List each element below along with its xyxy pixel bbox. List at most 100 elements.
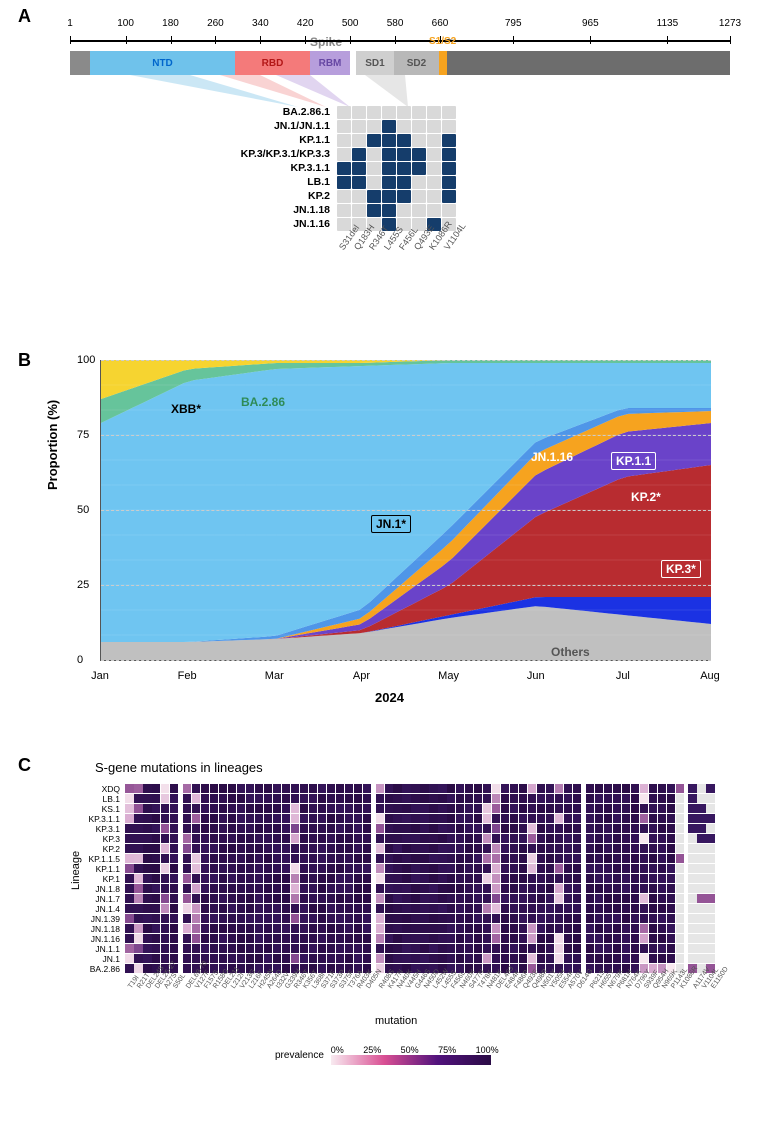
hm-cell bbox=[420, 834, 428, 843]
matrix-cell bbox=[367, 120, 381, 133]
hm-cell bbox=[152, 874, 160, 883]
hm-cell bbox=[622, 934, 630, 943]
hm-cell bbox=[688, 874, 696, 883]
hm-cell bbox=[309, 814, 317, 823]
hm-cell bbox=[291, 784, 299, 793]
hm-cell bbox=[649, 844, 657, 853]
hm-cell bbox=[170, 844, 178, 853]
hm-cell bbox=[465, 904, 473, 913]
matrix-cell bbox=[352, 204, 366, 217]
hm-cell bbox=[161, 814, 169, 823]
hm-cell bbox=[134, 924, 142, 933]
hm-cell bbox=[546, 854, 554, 863]
hm-cell bbox=[492, 924, 500, 933]
hm-cell bbox=[264, 784, 272, 793]
hm-cell bbox=[546, 904, 554, 913]
hm-cell bbox=[622, 884, 630, 893]
hm-cell bbox=[555, 944, 563, 953]
hm-cell bbox=[170, 864, 178, 873]
hm-cell bbox=[345, 954, 353, 963]
variant-label: JN.1/JN.1.1 bbox=[170, 120, 330, 132]
hm-cell bbox=[255, 894, 263, 903]
hm-cell bbox=[264, 954, 272, 963]
hm-cell bbox=[291, 824, 299, 833]
hm-cell bbox=[402, 894, 410, 903]
matrix-cell bbox=[382, 134, 396, 147]
hm-cell bbox=[429, 894, 437, 903]
hm-cell bbox=[501, 824, 509, 833]
hm-cell bbox=[152, 924, 160, 933]
hm-cell bbox=[143, 874, 151, 883]
hm-cell bbox=[143, 884, 151, 893]
matrix-cell bbox=[397, 148, 411, 161]
hm-cell bbox=[519, 814, 527, 823]
hm-cell bbox=[706, 924, 714, 933]
matrix-cell bbox=[397, 162, 411, 175]
hm-cell bbox=[667, 854, 675, 863]
hm-cell bbox=[586, 864, 594, 873]
hm-cell bbox=[676, 944, 684, 953]
hm-cell bbox=[429, 904, 437, 913]
hm-cell bbox=[170, 784, 178, 793]
hm-cell bbox=[546, 824, 554, 833]
hm-cell bbox=[237, 934, 245, 943]
hm-cell bbox=[510, 864, 518, 873]
hm-cell bbox=[201, 934, 209, 943]
hm-cell bbox=[363, 894, 371, 903]
hm-cell bbox=[438, 904, 446, 913]
lineage-label: KP.1.1 bbox=[65, 864, 120, 874]
hm-cell bbox=[264, 834, 272, 843]
hm-cell bbox=[465, 814, 473, 823]
hm-cell bbox=[420, 924, 428, 933]
hm-cell bbox=[438, 804, 446, 813]
hm-cell bbox=[622, 904, 630, 913]
hm-cell bbox=[291, 864, 299, 873]
hm-cell bbox=[658, 804, 666, 813]
hm-cell bbox=[456, 934, 464, 943]
hm-cell bbox=[291, 884, 299, 893]
hm-cell bbox=[564, 884, 572, 893]
hm-cell bbox=[183, 794, 191, 803]
hm-cell bbox=[595, 794, 603, 803]
hm-cell bbox=[658, 814, 666, 823]
hm-cell bbox=[501, 874, 509, 883]
hm-cell bbox=[376, 854, 384, 863]
hm-cell bbox=[210, 794, 218, 803]
hm-cell bbox=[613, 814, 621, 823]
lineage-label: KS.1 bbox=[65, 804, 120, 814]
panel-a: Spike 1100180260340420500580660795965113… bbox=[30, 5, 750, 285]
matrix-cell bbox=[352, 148, 366, 161]
hm-cell bbox=[264, 864, 272, 873]
hm-cell bbox=[125, 914, 133, 923]
hm-cell bbox=[649, 924, 657, 933]
hm-cell bbox=[143, 844, 151, 853]
hm-cell bbox=[429, 874, 437, 883]
hm-cell bbox=[134, 894, 142, 903]
hm-cell bbox=[402, 864, 410, 873]
hm-cell bbox=[706, 904, 714, 913]
hm-cell bbox=[210, 914, 218, 923]
hm-cell bbox=[125, 834, 133, 843]
hm-cell bbox=[604, 864, 612, 873]
hm-cell bbox=[161, 874, 169, 883]
hm-cell bbox=[393, 804, 401, 813]
hm-cell bbox=[438, 824, 446, 833]
hm-cell bbox=[228, 844, 236, 853]
hm-cell bbox=[255, 884, 263, 893]
hm-cell bbox=[345, 944, 353, 953]
hm-cell bbox=[402, 924, 410, 933]
hm-cell bbox=[456, 954, 464, 963]
hm-cell bbox=[658, 944, 666, 953]
hm-cell bbox=[706, 784, 714, 793]
hm-cell bbox=[273, 954, 281, 963]
hm-cell bbox=[640, 824, 648, 833]
hm-cell bbox=[201, 824, 209, 833]
lineage-label: KP.2 bbox=[65, 844, 120, 854]
hm-cell bbox=[264, 814, 272, 823]
matrix-cell bbox=[337, 148, 351, 161]
hm-cell bbox=[282, 854, 290, 863]
hm-cell bbox=[501, 934, 509, 943]
hm-cell bbox=[309, 864, 317, 873]
hm-cell bbox=[613, 944, 621, 953]
hm-cell bbox=[622, 814, 630, 823]
